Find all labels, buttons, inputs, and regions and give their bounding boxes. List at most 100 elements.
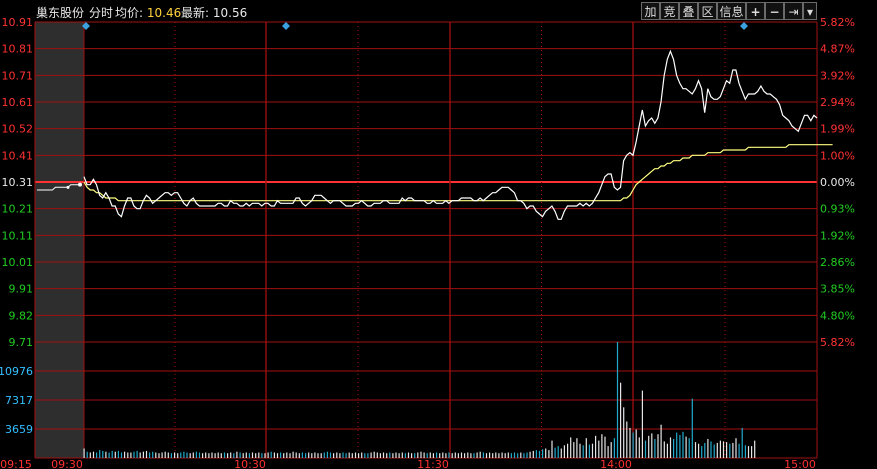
volume-bar — [722, 441, 725, 458]
volume-bar — [657, 434, 659, 458]
volume-bar — [513, 452, 516, 458]
add-stock-button[interactable]: 加 — [641, 2, 660, 20]
volume-bar — [248, 453, 250, 458]
volume-bar — [688, 438, 690, 458]
volume-bar — [358, 453, 360, 458]
volume-bar — [420, 451, 422, 458]
volume-bar — [227, 453, 229, 458]
volume-bar — [130, 452, 132, 458]
volume-bar — [520, 452, 522, 458]
price-tick-label: 10.31 — [2, 176, 34, 189]
volume-bar — [267, 452, 269, 458]
volume-bar — [348, 452, 350, 458]
volume-bar — [145, 450, 148, 458]
volume-bar — [220, 453, 222, 458]
volume-bar — [432, 453, 434, 458]
volume-bar — [726, 442, 728, 458]
avg-price-readout: 均价: 10.46 — [115, 4, 181, 21]
volume-bar — [192, 452, 194, 458]
volume-bar — [751, 446, 753, 458]
volume-bar — [105, 451, 107, 458]
pct-tick-label: 4.87% — [820, 43, 855, 56]
volume-bar — [124, 451, 126, 458]
pct-tick-label: 3.92% — [820, 69, 855, 82]
volume-bar — [230, 452, 232, 458]
menu-button[interactable]: ▾ — [803, 2, 817, 20]
price-line — [83, 49, 818, 220]
volume-bars — [83, 342, 756, 458]
volume-bar — [673, 439, 675, 458]
volume-bar — [102, 450, 104, 458]
volume-bar — [407, 452, 410, 458]
volume-bar — [701, 446, 703, 458]
volume-bar — [83, 448, 85, 458]
volume-bar — [386, 453, 388, 458]
price-tick-label: 10.11 — [2, 229, 34, 242]
volume-bar — [729, 443, 731, 458]
volume-bar — [389, 452, 391, 458]
volume-bar — [376, 452, 378, 458]
volume-bar — [445, 453, 447, 458]
volume-bar — [164, 451, 166, 458]
volume-bar — [167, 452, 169, 458]
volume-bar — [329, 452, 332, 458]
volume-bar — [601, 434, 603, 458]
volume-bar — [570, 437, 572, 458]
last-price-label: 最新: — [181, 6, 210, 20]
volume-bar — [482, 452, 484, 458]
volume-bar — [735, 438, 737, 458]
volume-bar — [567, 443, 569, 458]
volume-bar — [607, 446, 609, 458]
volume-bar — [523, 453, 525, 458]
price-tick-label: 10.81 — [2, 43, 34, 56]
volume-bar — [641, 390, 643, 458]
volume-bar — [361, 452, 363, 458]
volume-bar — [501, 452, 503, 458]
time-tick-label: 10:30 — [234, 458, 266, 469]
volume-bar — [429, 452, 431, 458]
volume-bar — [217, 452, 219, 458]
volume-bar — [364, 453, 366, 458]
volume-bar — [367, 453, 369, 458]
range-button[interactable]: 区 — [698, 2, 717, 20]
volume-bar — [161, 452, 163, 458]
volume-bar — [448, 452, 450, 458]
volume-bar — [120, 452, 123, 458]
volume-bar — [604, 436, 606, 458]
dock-button[interactable]: ⇥ — [784, 2, 803, 20]
volume-bar — [576, 438, 578, 458]
volume-bar — [648, 435, 650, 458]
volume-bar — [342, 452, 344, 458]
volume-bar — [236, 451, 238, 458]
volume-bar — [451, 453, 453, 458]
volume-bar — [542, 449, 544, 458]
zoom-out-button[interactable]: − — [765, 2, 784, 20]
volume-bar — [155, 452, 157, 458]
time-tick-label: 14:00 — [600, 458, 632, 469]
volume-bar — [111, 450, 113, 458]
volume-bar — [710, 441, 712, 458]
volume-bar — [414, 453, 416, 458]
overlay-button[interactable]: 叠 — [679, 2, 698, 20]
volume-bar — [283, 453, 285, 458]
auction-button[interactable]: 竞 — [660, 2, 679, 20]
avg-price-label: 均价: — [115, 6, 144, 20]
volume-bar — [264, 453, 266, 458]
volume-bar — [354, 452, 357, 458]
volume-bar — [685, 436, 687, 458]
volume-tick-label: 7317 — [5, 394, 33, 407]
volume-bar — [96, 452, 98, 458]
axis-labels: 10.91 5.82% 10.81 4.87% 10.71 3.92% 10.61 2.94%… — [0, 16, 855, 469]
volume-bar — [211, 452, 213, 458]
volume-bar — [239, 452, 241, 458]
zoom-in-button[interactable]: + — [746, 2, 765, 20]
volume-bar — [492, 453, 494, 458]
info-button[interactable]: 信息 — [717, 2, 746, 20]
price-tick-label: 10.21 — [2, 203, 34, 216]
price-tick-label: 9.82 — [9, 309, 34, 322]
volume-bar — [551, 440, 553, 458]
volume-bar — [464, 453, 466, 458]
volume-bar — [526, 452, 528, 458]
volume-bar — [616, 342, 619, 458]
volume-bar — [573, 442, 575, 458]
